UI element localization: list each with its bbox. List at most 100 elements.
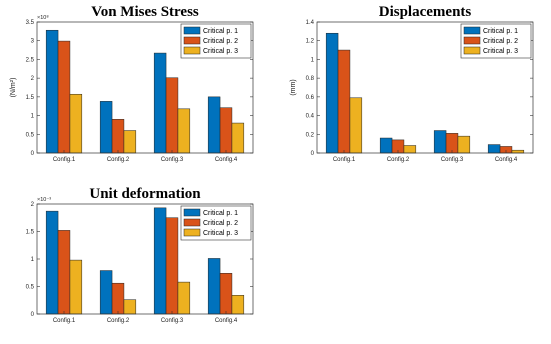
x-tick-label: Config.3 xyxy=(161,318,184,324)
bar-2-s1-c1 xyxy=(325,32,339,154)
bar-1-s1-c4 xyxy=(207,96,221,154)
y-axis-label: (mm) xyxy=(290,79,297,95)
y-tick-label: 1.4 xyxy=(306,20,315,26)
chart-1: Von Mises Stress 0 0.5 1 1.5 2 2.5 3 3.5 Config.1… xyxy=(10,4,254,163)
legend-swatch-2 xyxy=(183,36,201,45)
bar-2-s1-c2 xyxy=(379,137,393,154)
y-tick-label: 2.5 xyxy=(26,57,35,63)
legend-swatch-3 xyxy=(183,46,201,55)
bar-2-s3-c4 xyxy=(511,149,525,154)
y-tick-label: 1.5 xyxy=(26,230,35,236)
y-tick-label: 1 xyxy=(311,57,315,63)
x-tick-label: Config.2 xyxy=(387,157,410,163)
bar-1-s2-c4 xyxy=(219,107,233,154)
x-tick-label: Config.1 xyxy=(53,157,76,163)
legend-label-1: Critical p. 1 xyxy=(483,28,518,35)
bar-3-s1-c2 xyxy=(99,270,113,315)
bar-1-s1-c2 xyxy=(99,101,113,154)
bar-3-s2-c4 xyxy=(219,273,233,315)
y-tick-label: 2 xyxy=(31,202,35,208)
x-tick-label: Config.3 xyxy=(441,157,464,163)
legend-swatch-2 xyxy=(463,36,481,45)
bar-2-s2-c1 xyxy=(337,49,351,154)
legend-swatch-3 xyxy=(463,46,481,55)
bar-1-s2-c2 xyxy=(111,119,125,154)
bar-1-s3-c1 xyxy=(69,93,83,154)
legend: Critical p. 1 Critical p. 2 Critical p. 3 xyxy=(460,23,532,59)
chart-3: Unit deformation 0 0.5 1 1.5 2 Config.1 Config.… xyxy=(26,186,254,324)
bar-2-s1-c4 xyxy=(487,144,501,154)
bar-1-s2-c3 xyxy=(165,77,179,154)
axes-box xyxy=(36,21,254,154)
y-tick-label: 0.5 xyxy=(26,132,35,138)
bar-3-s2-c3 xyxy=(165,217,179,315)
y-axis-label: (N/m²) xyxy=(10,78,17,98)
y-tick-label: 0.6 xyxy=(306,95,315,101)
bar-3-s1-c4 xyxy=(207,258,221,315)
bar-3-s3-c2 xyxy=(123,299,137,315)
bar-3-s3-c1 xyxy=(69,259,83,315)
bar-3-s1-c3 xyxy=(153,207,167,315)
bar-1-s2-c1 xyxy=(57,40,71,154)
legend-swatch-1 xyxy=(463,26,481,35)
x-tick-label: Config.4 xyxy=(215,157,238,163)
bar-1-s3-c3 xyxy=(177,108,191,154)
y-tick-label: 1.2 xyxy=(306,39,315,45)
bar-3-s3-c3 xyxy=(177,281,191,315)
y-tick-label: 1 xyxy=(31,114,35,120)
legend-label-2: Critical p. 2 xyxy=(203,38,238,45)
y-tick-label: 0 xyxy=(31,312,35,318)
y-tick-label: 3.5 xyxy=(26,20,35,26)
bar-1-s1-c3 xyxy=(153,52,167,154)
bar-2-s3-c1 xyxy=(349,97,363,154)
x-tick-label: Config.3 xyxy=(161,157,184,163)
bar-1-s3-c2 xyxy=(123,130,137,154)
bar-3-s2-c2 xyxy=(111,282,125,315)
legend: Critical p. 1 Critical p. 2 Critical p. 3 xyxy=(180,23,252,59)
legend-swatch-1 xyxy=(183,26,201,35)
x-tick-label: Config.4 xyxy=(215,318,238,324)
bar-1-s3-c4 xyxy=(231,122,245,154)
bar-2-s3-c2 xyxy=(403,145,417,154)
legend-swatch-2 xyxy=(183,218,201,227)
y-tick-label: 0 xyxy=(311,151,315,157)
bar-3-s2-c1 xyxy=(57,230,71,315)
y-tick-label: 0.4 xyxy=(306,114,315,120)
bar-3-s3-c4 xyxy=(231,295,245,315)
y-tick-label: 0.8 xyxy=(306,76,315,82)
chart-title: Von Mises Stress xyxy=(91,4,199,20)
legend: Critical p. 1 Critical p. 2 Critical p. 3 xyxy=(180,205,252,241)
chart-2: Displacements 0 0.2 0.4 0.6 0.8 1 1.2 1.4 Config.… xyxy=(290,4,534,163)
y-tick-label: 2 xyxy=(31,76,35,82)
x-tick-label: Config.4 xyxy=(495,157,518,163)
bar-2-s1-c3 xyxy=(433,130,447,154)
x-tick-label: Config.2 xyxy=(107,157,130,163)
legend-swatch-3 xyxy=(183,228,201,237)
bar-3-s1-c1 xyxy=(45,210,59,315)
y-exponent-label: ×10⁸ xyxy=(37,14,49,21)
y-tick-label: 0 xyxy=(31,151,35,157)
legend-label-2: Critical p. 2 xyxy=(483,38,518,45)
bar-2-s3-c3 xyxy=(457,135,471,154)
legend-label-2: Critical p. 2 xyxy=(203,220,238,227)
legend-label-1: Critical p. 1 xyxy=(203,210,238,217)
x-tick-label: Config.1 xyxy=(333,157,356,163)
legend-label-3: Critical p. 3 xyxy=(483,48,518,55)
legend-label-1: Critical p. 1 xyxy=(203,28,238,35)
y-tick-label: 0.2 xyxy=(306,132,315,138)
x-tick-label: Config.2 xyxy=(107,318,130,324)
y-exponent-label: ×10⁻³ xyxy=(37,197,51,203)
chart-title: Displacements xyxy=(379,4,472,20)
legend-label-3: Critical p. 3 xyxy=(203,230,238,237)
chart-title: Unit deformation xyxy=(89,186,201,202)
axes-box xyxy=(316,21,534,154)
legend-swatch-1 xyxy=(183,208,201,217)
legend-label-3: Critical p. 3 xyxy=(203,48,238,55)
y-tick-label: 1.5 xyxy=(26,95,35,101)
y-tick-label: 1 xyxy=(31,257,35,263)
bar-1-s1-c1 xyxy=(45,29,59,154)
y-tick-label: 0.5 xyxy=(26,285,35,291)
x-tick-label: Config.1 xyxy=(53,318,76,324)
y-tick-label: 3 xyxy=(31,39,35,45)
